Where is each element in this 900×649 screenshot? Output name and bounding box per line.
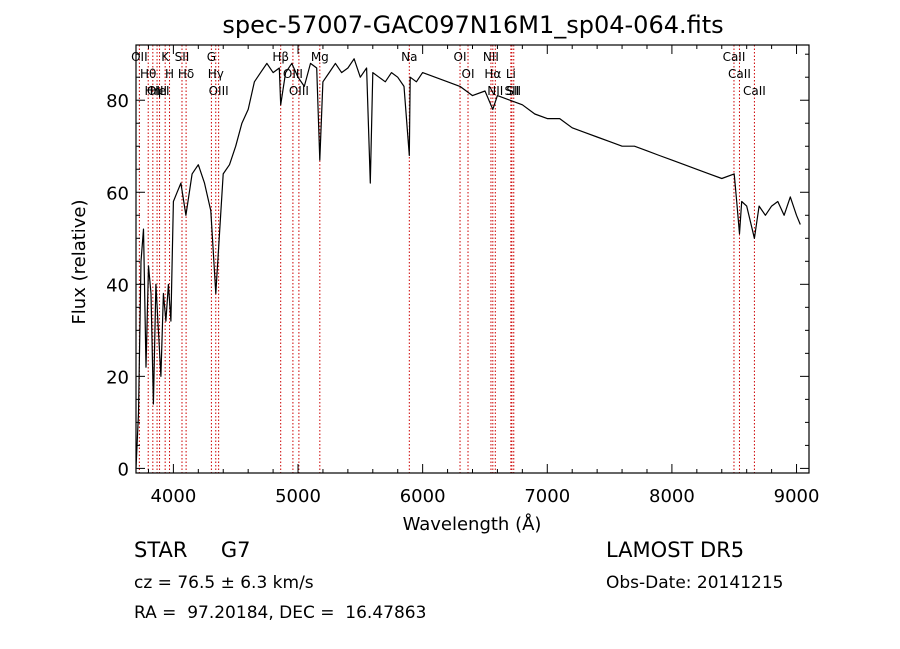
plot-frame — [135, 44, 810, 474]
y-axis-label: Flux (relative) — [69, 199, 90, 324]
line-marker-label: HeI — [150, 84, 170, 98]
line-marker-label: OII — [131, 50, 148, 64]
x-axis: 4000 5000 6000 7000 8000 9000 — [147, 45, 820, 507]
x-tick-label: 8000 — [649, 486, 695, 507]
line-marker-label: OIII — [289, 84, 309, 98]
y-tick-label: 40 — [106, 275, 129, 296]
line-marker-label: Na — [401, 50, 417, 64]
line-marker-label: H — [165, 67, 174, 81]
x-tick-label: 7000 — [524, 486, 570, 507]
y-axis: 0 20 40 60 80 — [106, 53, 809, 480]
spectral-line-markers — [138, 45, 755, 473]
y-tick-label: 0 — [118, 459, 129, 480]
spectral-line-labels: OIIHθHηOIIIHeIKHSIIHδGHγOIIIHβOIIIOIIIMg… — [131, 50, 766, 98]
x-tick-label: 9000 — [774, 486, 820, 507]
line-marker-label: K — [161, 50, 170, 64]
line-marker-label: NII — [483, 50, 499, 64]
x-tick-label: 4000 — [150, 486, 196, 507]
line-marker-label: SII — [506, 84, 521, 98]
line-marker-label: SII — [175, 50, 190, 64]
line-marker-label: Hδ — [178, 67, 194, 81]
observation-date: Obs-Date: 20141215 — [606, 573, 784, 593]
survey-name: LAMOST DR5 — [606, 538, 745, 562]
spectrum-line — [135, 58, 801, 469]
line-marker-label: Li — [506, 67, 516, 81]
line-marker-label: OI — [462, 67, 475, 81]
line-marker-label: CaII — [723, 50, 746, 64]
chart-title: spec-57007-GAC097N16M1_sp04-064.fits — [222, 11, 723, 39]
line-marker-label: Hα — [484, 67, 501, 81]
redshift-velocity: cz = 76.5 ± 6.3 km/s — [134, 573, 314, 593]
y-tick-label: 60 — [106, 183, 129, 204]
coordinates: RA = 97.20184, DEC = 16.47863 — [134, 603, 427, 623]
line-marker-label: CaII — [743, 84, 766, 98]
object-class: STAR G7 — [134, 538, 251, 562]
line-marker-label: Hβ — [272, 50, 289, 64]
line-marker-label: OI — [454, 50, 467, 64]
line-marker-label: Mg — [311, 50, 329, 64]
x-tick-label: 5000 — [275, 486, 321, 507]
x-tick-label: 6000 — [400, 486, 446, 507]
line-marker-label: Hθ — [140, 67, 156, 81]
line-marker-label: OIII — [209, 84, 229, 98]
line-marker-label: Hη — [145, 84, 162, 98]
line-marker-label: OIII — [147, 84, 167, 98]
y-tick-label: 20 — [106, 367, 129, 388]
line-marker-label: NII — [487, 84, 503, 98]
line-marker-label: SII — [505, 84, 520, 98]
line-marker-label: CaII — [728, 67, 751, 81]
x-axis-label: Wavelength (Å) — [403, 513, 542, 535]
y-tick-label: 80 — [106, 91, 129, 112]
line-marker-label: Hγ — [208, 67, 224, 81]
line-marker-label: G — [207, 50, 216, 64]
